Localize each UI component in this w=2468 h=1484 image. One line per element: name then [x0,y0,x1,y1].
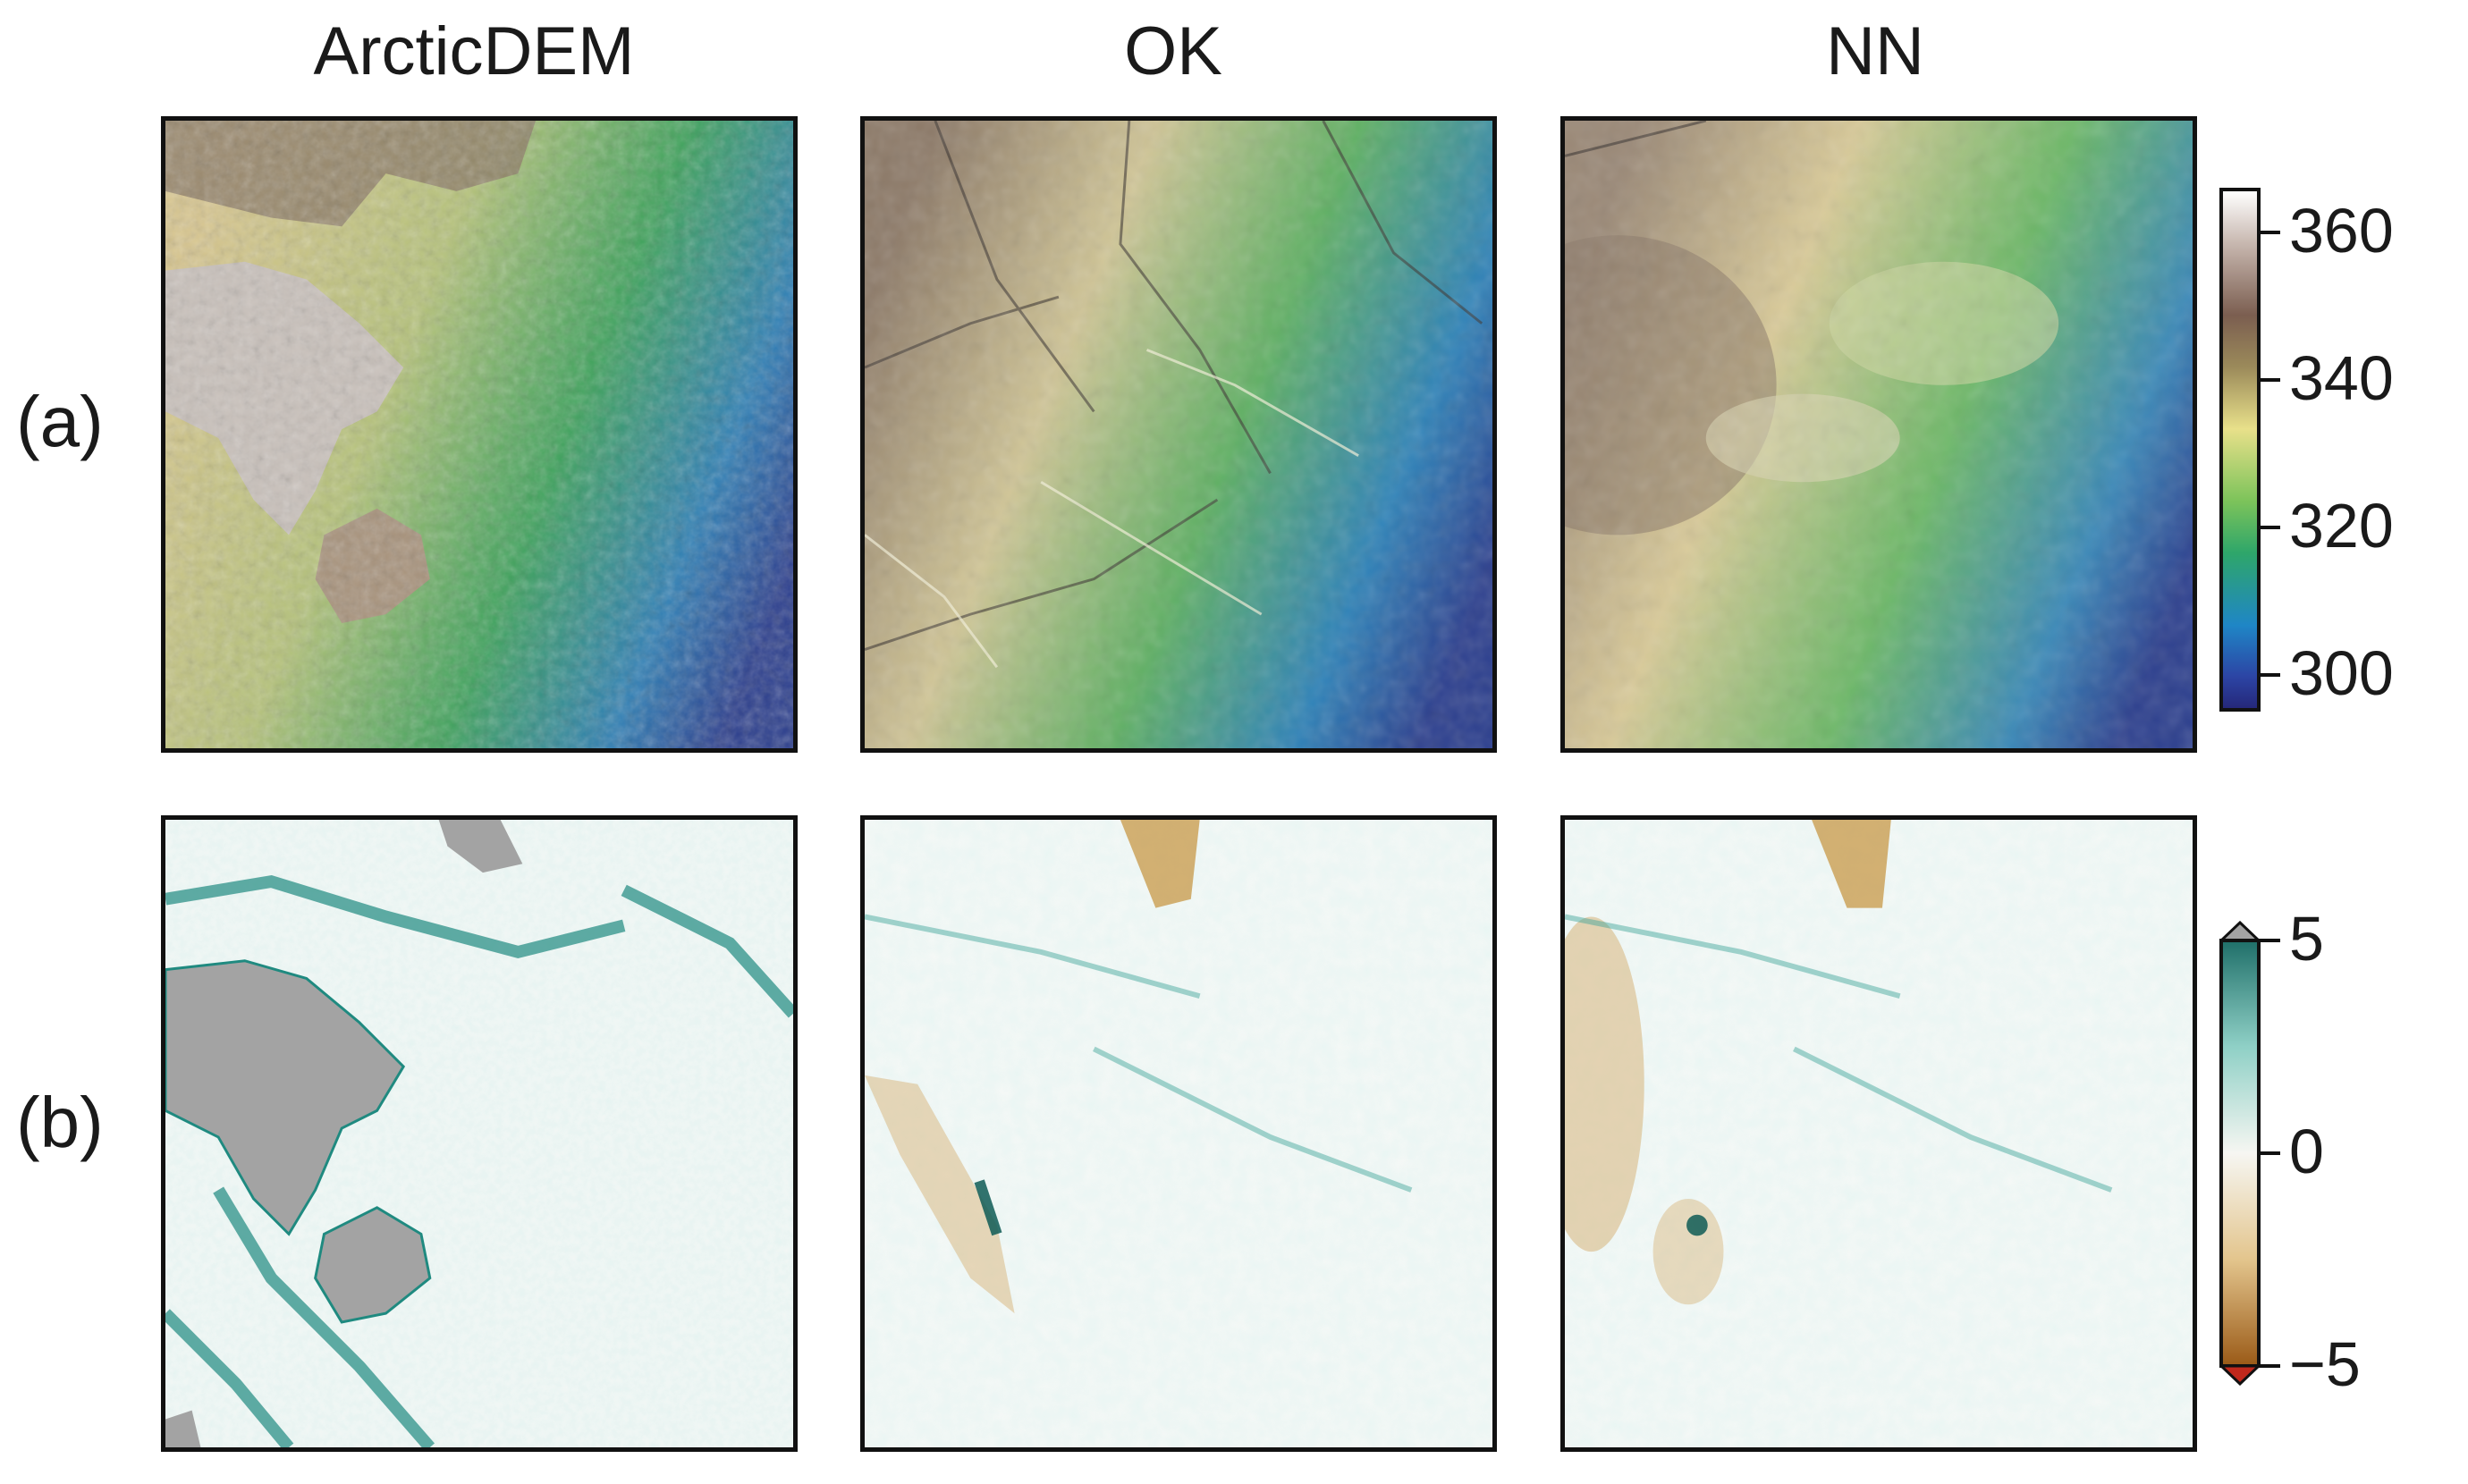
elevation-colorbar-tick-label: 360 [2289,195,2394,266]
elevation-colorbar-tick-label: 300 [2289,637,2394,708]
elevation-colorbar-tick-label: 340 [2289,342,2394,413]
difference-colorbar-tick-label: 5 [2289,904,2324,974]
difference-colorbar-tick [2261,939,2280,942]
difference-colorbar-tick [2261,1364,2280,1368]
difference-colorbar [2219,921,2261,1386]
elevation-map-ok [860,116,1497,753]
difference-colorbar-tick [2261,1151,2280,1155]
difference-colorbar-tick-label: −5 [2289,1329,2361,1399]
column-title-nn: NN [1826,13,1924,89]
column-title-arcticdem: ArcticDEM [313,13,635,89]
difference-map-ok [860,815,1497,1452]
elevation-colorbar-tick [2261,377,2280,382]
elevation-map-arcticdem [161,116,798,753]
elevation-colorbar-tick [2261,230,2280,234]
difference-map-nn [1560,815,2197,1452]
row-label-a: (a) [16,382,104,461]
difference-map-arcticdem [161,815,798,1452]
elevation-colorbar-tick [2261,525,2280,529]
elevation-colorbar-tick-label: 320 [2289,490,2394,561]
row-label-b: (b) [16,1083,104,1162]
column-title-ok: OK [1124,13,1222,89]
difference-colorbar-tick-label: 0 [2289,1117,2324,1186]
elevation-colorbar [2219,188,2261,712]
elevation-map-nn [1560,116,2197,753]
elevation-colorbar-tick [2261,672,2280,677]
